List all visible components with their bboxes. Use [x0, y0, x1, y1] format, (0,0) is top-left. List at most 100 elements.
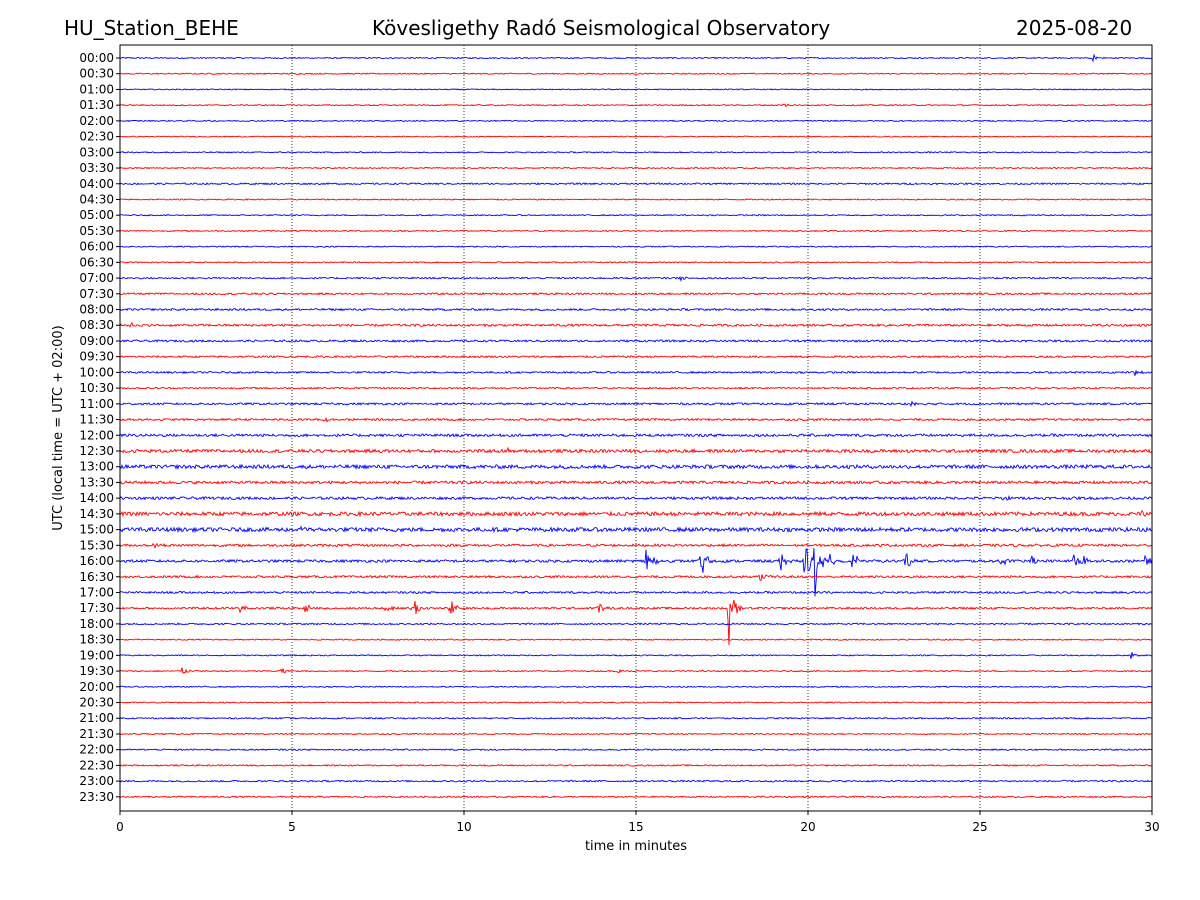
ytick-label: 20:30 — [79, 696, 114, 710]
xtick-label: 15 — [628, 820, 643, 834]
ytick-label: 06:30 — [79, 255, 114, 269]
trace-0430 — [119, 198, 1153, 201]
trace-0600 — [119, 245, 1153, 248]
trace-1100 — [119, 400, 1153, 408]
ytick-label: 22:30 — [79, 758, 114, 772]
trace-2200 — [119, 748, 1153, 752]
xtick-label: 5 — [288, 820, 296, 834]
ytick-label: 03:30 — [79, 161, 114, 175]
trace-1530 — [119, 542, 1153, 550]
x-axis-label: time in minutes — [585, 839, 687, 854]
trace-0530 — [119, 229, 1153, 233]
trace-1030 — [119, 386, 1153, 390]
ytick-label: 12:00 — [79, 428, 114, 442]
vertical-gridlines — [291, 45, 981, 811]
trace-1200 — [119, 432, 1153, 438]
trace-1130 — [119, 416, 1153, 423]
trace-1830 — [120, 638, 1153, 641]
ytick-label: 01:30 — [79, 98, 114, 112]
trace-0000 — [119, 53, 1153, 63]
trace-2000 — [119, 685, 1153, 689]
ytick-label: 07:30 — [79, 287, 114, 301]
trace-2230 — [119, 763, 1153, 767]
trace-0230 — [119, 135, 1153, 138]
trace-1700 — [119, 590, 1153, 595]
xtick-label: 30 — [1144, 820, 1159, 834]
trace-1430 — [119, 509, 1153, 518]
xtick-label: 10 — [456, 820, 471, 834]
trace-1230 — [119, 446, 1153, 454]
ytick-label: 08:30 — [79, 318, 114, 332]
trace-0330 — [119, 166, 1153, 170]
ytick-label: 09:30 — [79, 350, 114, 364]
trace-0030 — [119, 72, 1153, 75]
trace-2300 — [119, 779, 1153, 783]
ytick-label: 06:00 — [79, 240, 114, 254]
ytick-label: 17:30 — [79, 601, 114, 615]
ytick-label: 23:00 — [79, 774, 114, 788]
ytick-label: 07:00 — [79, 271, 114, 285]
ytick-label: 00:00 — [79, 51, 114, 65]
ytick-label: 19:30 — [79, 664, 114, 678]
ytick-label: 23:30 — [79, 790, 114, 804]
ytick-label: 02:30 — [79, 130, 114, 144]
observatory-title: Kövesligethy Radó Seismological Observat… — [372, 16, 831, 40]
trace-1300 — [119, 463, 1153, 471]
ytick-label: 13:00 — [79, 460, 114, 474]
trace-1800 — [119, 622, 1153, 626]
trace-1630 — [119, 574, 1153, 582]
ytick-label: 18:30 — [79, 633, 114, 647]
trace-0400 — [119, 182, 1153, 186]
ytick-label: 15:00 — [79, 523, 114, 537]
ytick-label: 16:30 — [79, 570, 114, 584]
trace-0300 — [119, 151, 1153, 154]
trace-0930 — [119, 354, 1153, 359]
xtick-label: 25 — [972, 820, 987, 834]
trace-0830 — [119, 321, 1153, 328]
trace-2030 — [119, 701, 1153, 704]
station-name: HU_Station_BEHE — [64, 16, 239, 40]
trace-0700 — [119, 275, 1153, 282]
ytick-label: 11:30 — [79, 413, 114, 427]
ytick-label: 02:00 — [79, 114, 114, 128]
ytick-label: 03:00 — [79, 145, 114, 159]
trace-0500 — [119, 213, 1153, 217]
ytick-label: 22:00 — [79, 743, 114, 757]
trace-0730 — [119, 292, 1153, 296]
xtick-label: 0 — [116, 820, 124, 834]
trace-0130 — [119, 103, 1153, 108]
xtick-label: 20 — [800, 820, 815, 834]
ytick-label: 11:00 — [79, 397, 114, 411]
ytick-label: 18:00 — [79, 617, 114, 631]
trace-0900 — [119, 339, 1153, 343]
ytick-label: 14:30 — [79, 507, 114, 521]
trace-0800 — [119, 307, 1153, 312]
trace-1000 — [119, 370, 1153, 376]
trace-1400 — [119, 494, 1153, 501]
ytick-label: 12:30 — [79, 444, 114, 458]
ytick-label: 04:30 — [79, 192, 114, 206]
ytick-label: 05:00 — [79, 208, 114, 222]
ytick-label: 09:00 — [79, 334, 114, 348]
trace-2130 — [119, 732, 1153, 736]
ytick-label: 16:00 — [79, 554, 114, 568]
trace-1600 — [119, 548, 1153, 597]
seismic-traces — [119, 53, 1153, 799]
trace-2330 — [119, 795, 1153, 799]
ytick-label: 14:00 — [79, 491, 114, 505]
x-axis-ticks: 0 5 10 15 20 25 30 — [116, 811, 1160, 834]
ytick-label: 10:00 — [79, 365, 114, 379]
trace-0630 — [119, 261, 1153, 264]
ytick-label: 20:00 — [79, 680, 114, 694]
trace-1900 — [119, 652, 1153, 659]
ytick-label: 21:00 — [79, 711, 114, 725]
ytick-label: 10:30 — [79, 381, 114, 395]
ytick-label: 05:30 — [79, 224, 114, 238]
trace-0100 — [119, 88, 1153, 91]
ytick-label: 08:00 — [79, 303, 114, 317]
trace-1730 — [119, 599, 1153, 646]
ytick-label: 01:00 — [79, 82, 114, 96]
ytick-label: 15:30 — [79, 538, 114, 552]
